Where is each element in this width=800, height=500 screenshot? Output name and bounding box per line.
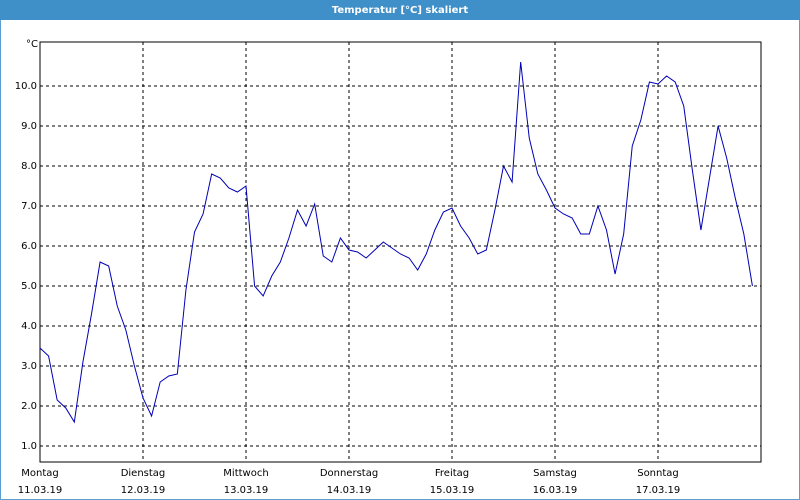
x-tick-label: Samstag bbox=[533, 468, 577, 479]
x-tick-date: 14.03.19 bbox=[327, 485, 372, 496]
x-tick-label: Montag bbox=[21, 468, 58, 479]
y-tick-label: 4.0 bbox=[21, 321, 37, 332]
chart-title: Temperatur [°C] skaliert bbox=[332, 5, 469, 16]
y-tick-label: 8.0 bbox=[21, 161, 37, 172]
x-tick-label: Freitag bbox=[435, 468, 469, 479]
y-tick-label: 1.0 bbox=[21, 441, 37, 452]
x-tick-date: 16.03.19 bbox=[533, 485, 578, 496]
y-tick-label: 7.0 bbox=[21, 201, 37, 212]
x-tick-date: 12.03.19 bbox=[121, 485, 166, 496]
x-tick-date: 15.03.19 bbox=[430, 485, 475, 496]
plot-area bbox=[39, 41, 762, 463]
y-tick-label: 10.0 bbox=[15, 81, 37, 92]
x-tick-label: Mittwoch bbox=[223, 468, 268, 479]
title-bar bbox=[0, 0, 800, 20]
y-tick-label: 9.0 bbox=[21, 121, 37, 132]
x-tick-date: 17.03.19 bbox=[636, 485, 681, 496]
y-tick-label: 2.0 bbox=[21, 401, 37, 412]
y-axis-label: °C bbox=[26, 39, 38, 50]
y-tick-label: 3.0 bbox=[21, 361, 37, 372]
x-tick-date: 13.03.19 bbox=[224, 485, 269, 496]
y-tick-label: 5.0 bbox=[21, 281, 37, 292]
x-tick-label: Donnerstag bbox=[320, 468, 378, 479]
y-tick-label: 6.0 bbox=[21, 241, 37, 252]
x-tick-label: Dienstag bbox=[121, 468, 166, 479]
x-tick-label: Sonntag bbox=[637, 468, 679, 479]
temperature-line bbox=[39, 61, 753, 424]
x-tick-date: 11.03.19 bbox=[18, 485, 63, 496]
